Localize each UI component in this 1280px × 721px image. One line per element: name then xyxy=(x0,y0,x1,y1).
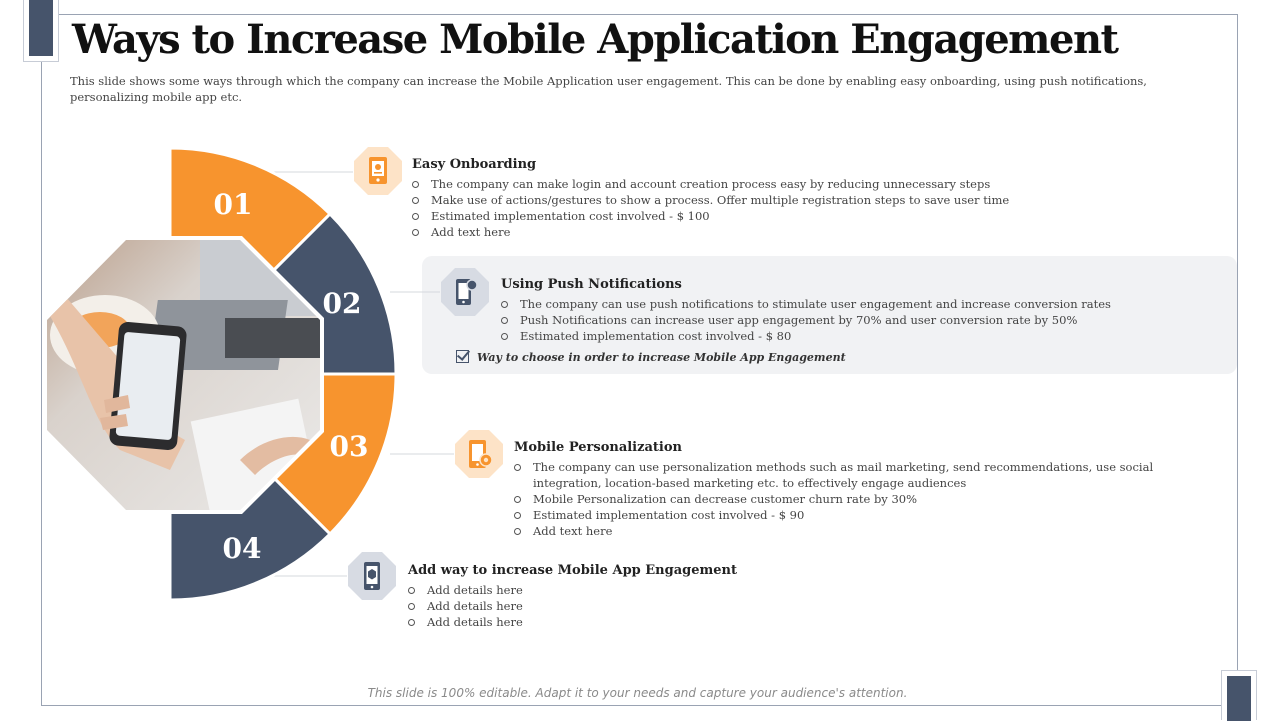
list-item: Push Notifications can increase user app… xyxy=(501,312,1221,328)
phone-notification-icon xyxy=(440,267,490,317)
section-easy-onboarding: Easy Onboarding The company can make log… xyxy=(412,157,1212,240)
tablet-app-icon xyxy=(353,146,403,196)
page-title: Ways to Increase Mobile Application Enga… xyxy=(72,16,1119,63)
section-mobile-personalization: Mobile Personalization The company can u… xyxy=(514,440,1154,539)
list-item: The company can make login and account c… xyxy=(412,176,1212,192)
list-item: The company can use personalization meth… xyxy=(514,459,1154,491)
list-item: Add details here xyxy=(408,598,1108,614)
slide-frame xyxy=(41,14,1238,706)
list-item: Estimated implementation cost involved -… xyxy=(514,507,1154,523)
list-item: Mobile Personalization can decrease cust… xyxy=(514,491,1154,507)
segment-number-02: 02 xyxy=(323,287,362,320)
phone-settings-icon xyxy=(454,429,504,479)
phone-app-icon xyxy=(347,551,397,601)
list-item: Estimated implementation cost involved -… xyxy=(501,328,1221,344)
list-item: Estimated implementation cost involved -… xyxy=(412,208,1212,224)
bottom-corner-tab xyxy=(1221,670,1257,721)
section-push-notifications: Using Push Notifications The company can… xyxy=(501,277,1221,344)
page-subtitle: This slide shows some ways through which… xyxy=(70,74,1147,104)
highlight-panel xyxy=(422,256,1237,374)
section-title: Mobile Personalization xyxy=(514,440,682,455)
section-title: Add way to increase Mobile App Engagemen… xyxy=(408,563,737,578)
list-item: Add text here xyxy=(412,224,1212,240)
segment-number-01: 01 xyxy=(214,188,253,221)
top-corner-tab xyxy=(23,0,59,62)
list-item: The company can use push notifications t… xyxy=(501,296,1221,312)
segment-number-03: 03 xyxy=(330,430,369,463)
list-item: Make use of actions/gestures to show a p… xyxy=(412,192,1212,208)
list-item: Add details here xyxy=(408,614,1108,630)
section-title: Using Push Notifications xyxy=(501,277,682,292)
list-item: Add text here xyxy=(514,523,1154,539)
checkbox-icon xyxy=(456,350,469,363)
note-text: Way to choose in order to increase Mobil… xyxy=(477,351,846,364)
list-item: Add details here xyxy=(408,582,1108,598)
engagement-note: Way to choose in order to increase Mobil… xyxy=(456,350,846,364)
section-add-way: Add way to increase Mobile App Engagemen… xyxy=(408,563,1108,630)
section-title: Easy Onboarding xyxy=(412,157,537,172)
footer-note: This slide is 100% editable. Adapt it to… xyxy=(367,686,908,700)
segment-number-04: 04 xyxy=(223,532,262,565)
